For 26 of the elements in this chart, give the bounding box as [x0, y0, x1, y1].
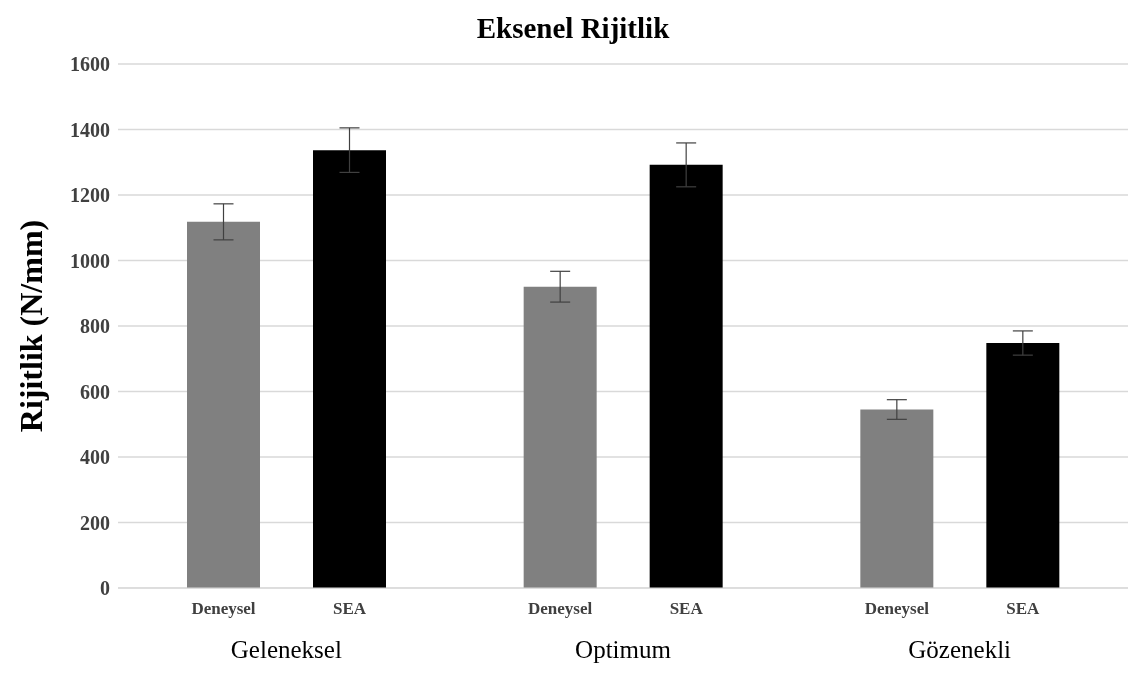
bar [986, 343, 1060, 588]
y-tick-label: 0 [100, 577, 110, 600]
y-tick-label: 200 [80, 511, 110, 534]
y-tick-label: 1600 [70, 53, 110, 76]
text: SEA [1006, 599, 1040, 618]
series-label: Deneysel [191, 599, 256, 618]
bar [313, 150, 386, 588]
series-label: SEA [332, 599, 367, 618]
bar [860, 409, 934, 588]
bar [523, 286, 597, 588]
text: Deneysel [864, 599, 929, 618]
y-axis-title: Rijitlik (N/mm) [13, 219, 50, 433]
y-tick-label: 1200 [70, 184, 110, 207]
chart-title: Eksenel Rijitlik [475, 11, 671, 46]
y-tick-label: 400 [80, 446, 110, 469]
y-tick-label: 600 [80, 380, 110, 403]
x-tick-label: Optimum [575, 636, 672, 663]
text: Deneysel [528, 599, 593, 618]
bar [649, 164, 723, 588]
y-tick-label: 1000 [70, 249, 110, 272]
x-tick-label: Gözenekli [908, 636, 1012, 663]
y-tick-label: 800 [80, 315, 110, 338]
text: SEA [669, 599, 703, 618]
y-tick-label: 1400 [70, 118, 110, 141]
bar [187, 221, 260, 588]
x-tick-label: Geleneksel [230, 636, 342, 663]
